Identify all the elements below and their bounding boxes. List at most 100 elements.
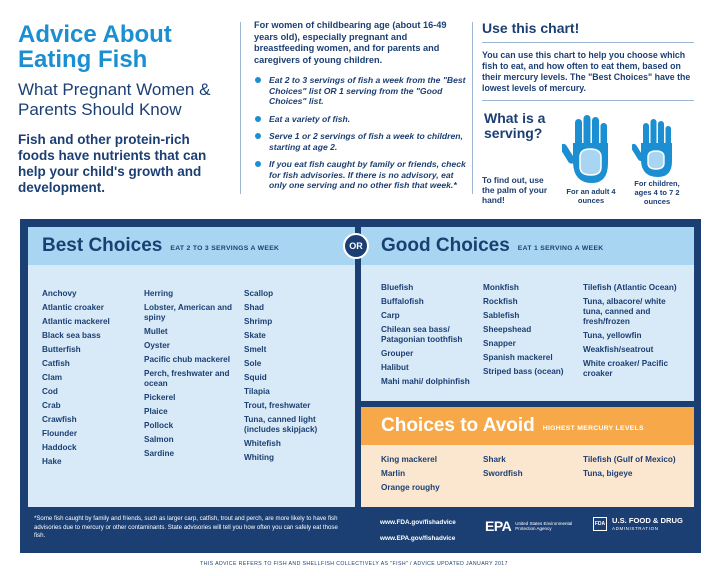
fish-item: Tuna, yellowfin (583, 331, 642, 340)
fish-item: Carp (381, 311, 400, 320)
fish-item: Hake (42, 457, 62, 466)
fish-item: Pickerel (144, 393, 176, 402)
fish-item: King mackerel (381, 455, 437, 464)
fish-item: Lobster, American and spiny (144, 303, 232, 322)
fish-item: Tilefish (Atlantic Ocean) (583, 283, 677, 292)
fish-item: Cod (42, 387, 58, 396)
best-choices-title: Best Choices (42, 235, 163, 256)
best-choices-subtitle: EAT 2 TO 3 SERVINGS A WEEK (170, 245, 280, 252)
best-column-1: Anchovy Atlantic croaker Atlantic mackerel… (42, 289, 134, 471)
advice-intro: For women of childbearing age (about 16-… (254, 20, 447, 65)
avoid-column-3: Tilefish (Gulf of Mexico) Tuna, bigeye (583, 455, 687, 483)
fish-item: Butterfish (42, 345, 81, 354)
fish-item: Tilefish (Gulf of Mexico) (583, 455, 676, 464)
divider (482, 100, 694, 101)
fish-item: Atlantic croaker (42, 303, 104, 312)
fish-item: Pollock (144, 421, 174, 430)
advice-item: If you eat fish caught by family or frie… (254, 159, 466, 191)
good-column-1: Bluefish Buffalofish Carp Chilean sea bass/… (381, 283, 479, 391)
fish-item: Monkfish (483, 283, 519, 292)
fda-mark: FDA (593, 517, 607, 531)
child-hand-icon (632, 119, 672, 177)
fda-logo: FDA U.S. FOOD & DRUG ADMINISTRATION (593, 517, 683, 531)
page-title: Advice About Eating Fish (18, 21, 172, 73)
fish-item: Tuna, bigeye (583, 469, 633, 478)
adult-hand-icon (562, 115, 608, 183)
fish-item: Catfish (42, 359, 70, 368)
divider (482, 42, 694, 43)
fish-item: Halibut (381, 363, 409, 372)
fish-item: Snapper (483, 339, 516, 348)
bullet-icon (255, 133, 261, 139)
epa-mark: EPA (485, 518, 512, 534)
fish-item: Atlantic mackerel (42, 317, 110, 326)
fish-item: Clam (42, 373, 63, 382)
fish-item: Whitefish (244, 439, 281, 448)
fish-item: Salmon (144, 435, 174, 444)
page-subtitle: What Pregnant Women & Parents Should Kno… (18, 80, 211, 119)
epa-link[interactable]: www.EPA.gov/fishadvice (380, 535, 456, 542)
use-chart-title: Use this chart! (482, 20, 580, 36)
choices-to-avoid-header: Choices to Avoid HIGHEST MERCURY LEVELS (361, 407, 694, 445)
bullet-icon (255, 77, 261, 83)
fish-item: White croaker/ Pacific croaker (583, 359, 669, 378)
fish-item: Tuna, canned light (includes skipjack) (244, 415, 318, 434)
serving-title: What is a serving? (484, 110, 546, 141)
fish-item: Shrimp (244, 317, 273, 326)
avoid-column-2: Shark Swordfish (483, 455, 579, 483)
best-choices-header: Best Choices EAT 2 TO 3 SERVINGS A WEEK (28, 227, 355, 265)
fish-item: Sablefish (483, 311, 520, 320)
good-choices-header: Good Choices EAT 1 SERVING A WEEK (361, 227, 694, 265)
advice-column: For women of childbearing age (about 16-… (254, 20, 466, 198)
good-choices-subtitle: EAT 1 SERVING A WEEK (517, 245, 604, 252)
fish-item: Swordfish (483, 469, 523, 478)
fish-item: Tuna, albacore/ white tuna, canned and f… (583, 297, 666, 326)
fish-item: Crab (42, 401, 61, 410)
good-column-3: Tilefish (Atlantic Ocean) Tuna, albacore/… (583, 283, 687, 383)
fish-item: Pacific chub mackerel (144, 355, 231, 364)
fish-item: Oyster (144, 341, 170, 350)
footer-links: www.FDA.gov/fishadvice www.EPA.gov/fisha… (380, 515, 456, 547)
choices-to-avoid-box: Choices to Avoid HIGHEST MERCURY LEVELS … (361, 407, 694, 507)
fda-link[interactable]: www.FDA.gov/fishadvice (380, 519, 456, 526)
fish-item: Bluefish (381, 283, 414, 292)
fish-item: Perch, freshwater and ocean (144, 369, 230, 388)
fish-item: Shark (483, 455, 506, 464)
fish-item: Striped bass (ocean) (483, 367, 564, 376)
fish-item: Marlin (381, 469, 406, 478)
fish-chart-panel: Best Choices EAT 2 TO 3 SERVINGS A WEEK … (20, 219, 701, 553)
fish-item: Black sea bass (42, 331, 101, 340)
advice-item: Eat a variety of fish. (254, 114, 466, 125)
fish-item: Plaice (144, 407, 168, 416)
child-caption: For children, ages 4 to 7 2 ounces (634, 179, 680, 206)
fish-item: Herring (144, 289, 174, 298)
good-choices-title: Good Choices (381, 235, 510, 256)
epa-agency-name: United States Environmental Protection A… (515, 520, 573, 531)
advice-list: Eat 2 to 3 servings of fish a week from … (254, 75, 466, 191)
fish-item: Orange roughy (381, 483, 440, 492)
avoid-column-1: King mackerel Marlin Orange roughy (381, 455, 479, 497)
best-choices-box: Best Choices EAT 2 TO 3 SERVINGS A WEEK … (28, 227, 355, 507)
bullet-icon (255, 161, 261, 167)
fish-item: Mahi mahi/ dolphinfish (381, 377, 470, 386)
footnote: *Some fish caught by family and friends,… (34, 515, 338, 539)
or-badge: OR (343, 233, 369, 259)
use-chart-column: Use this chart! You can use this chart t… (482, 20, 694, 221)
fish-item: Trout, freshwater (244, 401, 311, 410)
title-column: Advice About Eating Fish What Pregnant W… (18, 22, 230, 196)
choices-to-avoid-subtitle: HIGHEST MERCURY LEVELS (542, 425, 644, 432)
best-column-3: Scallop Shad Shrimp Skate Smelt Sole Squid Tila… (244, 289, 344, 467)
best-column-2: Herring Lobster, American and spiny Mullet… (144, 289, 236, 463)
fda-subname: ADMINISTRATION (612, 526, 659, 531)
fish-item: Sheepshead (483, 325, 532, 334)
epa-logo: EPA United States Environmental Protecti… (485, 518, 575, 534)
choices-to-avoid-title: Choices to Avoid (381, 415, 535, 436)
advice-item: Eat 2 to 3 servings of fish a week from … (254, 75, 466, 107)
fish-item: Shad (244, 303, 265, 312)
fish-item: Crawfish (42, 415, 77, 424)
serving-section: What is a serving? To find out, use the … (482, 111, 694, 221)
fish-item: Whiting (244, 453, 275, 462)
bottom-note: THIS ADVICE REFERS TO FISH AND SHELLFISH… (200, 561, 508, 567)
fish-item: Sardine (144, 449, 175, 458)
bullet-icon (255, 115, 261, 122)
